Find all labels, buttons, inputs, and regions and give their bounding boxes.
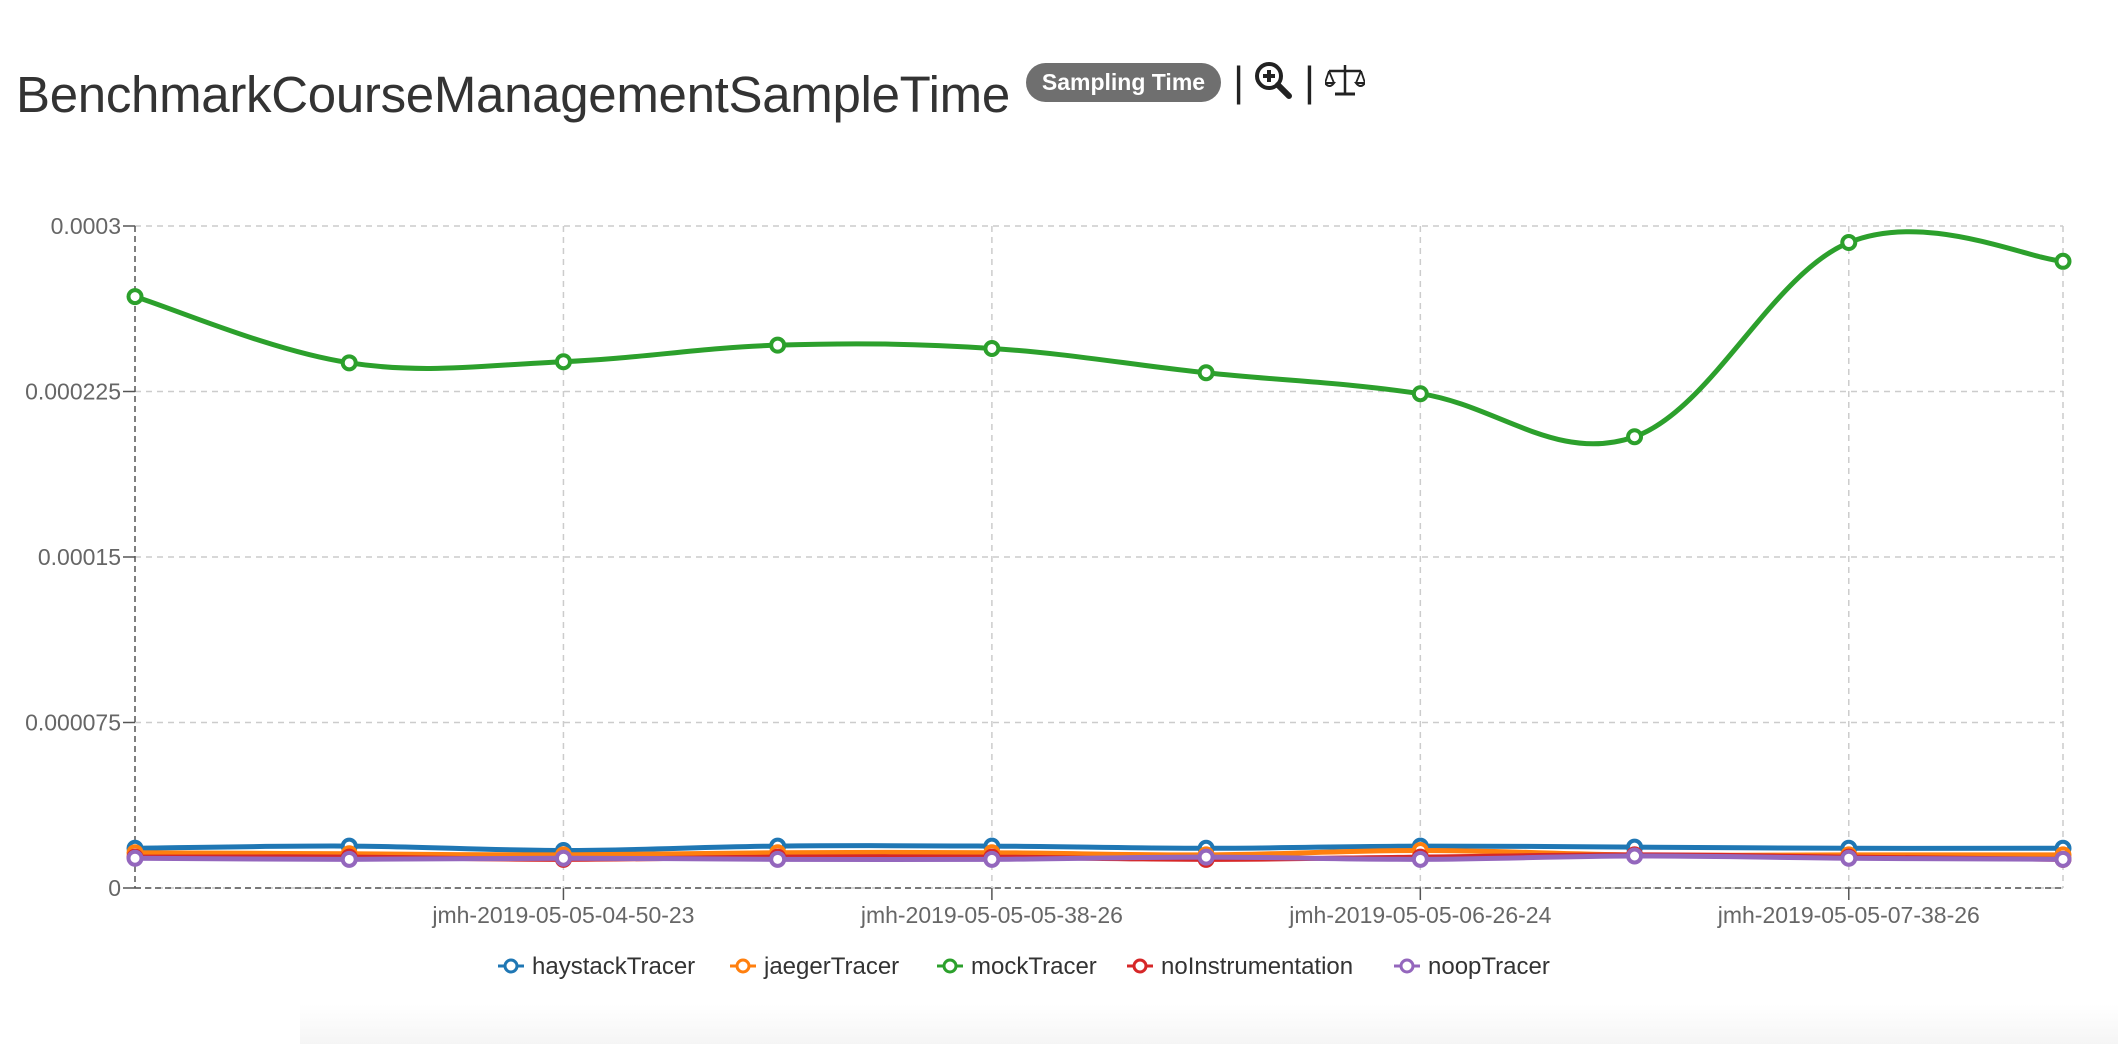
legend-label-haystacktracer: haystackTracer <box>532 953 695 980</box>
legend-marker-haystacktracer <box>503 958 519 974</box>
legend-marker-nooptracer <box>1399 958 1415 974</box>
legend-label-nooptracer: noopTracer <box>1428 953 1550 980</box>
zoom-in-icon[interactable] <box>1254 61 1292 104</box>
series-line-haystacktracer <box>134 843 2064 853</box>
separator: | <box>1303 58 1315 105</box>
legend-label-mocktracer: mockTracer <box>971 953 1097 980</box>
data-point-mocktracer <box>1411 385 1429 403</box>
y-tick-label: 0.00015 <box>38 544 121 570</box>
x-tick-label: jmh-2019-05-05-07-38-26 <box>1717 902 1980 928</box>
data-point-nooptracer <box>1197 848 1215 866</box>
legend-marker-mocktracer <box>942 958 958 974</box>
separator: | <box>1233 58 1244 105</box>
sampling-time-badge: Sampling Time <box>1025 62 1222 102</box>
data-point-mocktracer <box>983 339 1001 357</box>
y-tick-label: 0.000225 <box>25 379 121 405</box>
data-point-mocktracer <box>1626 428 1644 446</box>
data-point-nooptracer <box>1411 850 1429 868</box>
legend-label-noinstrumentation: noInstrumentation <box>1161 953 1353 980</box>
y-tick-label: 0.0003 <box>51 213 121 239</box>
data-point-mocktracer <box>1197 364 1215 382</box>
series-line-nooptracer <box>134 853 2064 863</box>
data-point-mocktracer <box>126 288 144 306</box>
bottom-fade <box>300 1004 2118 1044</box>
data-point-nooptracer <box>769 850 787 868</box>
chart-title: BenchmarkCourseManagementSampleTime <box>16 65 1010 123</box>
legend-marker-noinstrumentation <box>1132 958 1148 974</box>
data-point-mocktracer <box>769 336 787 354</box>
data-point-mocktracer <box>2054 252 2072 270</box>
balance-scale-icon[interactable] <box>1322 62 1367 103</box>
x-tick-label: jmh-2019-05-05-04-50-23 <box>431 902 694 928</box>
x-tick-label: jmh-2019-05-05-06-26-24 <box>1288 902 1551 928</box>
y-tick-label: 0.000075 <box>25 710 121 736</box>
data-point-nooptracer <box>340 850 358 868</box>
x-tick-label: jmh-2019-05-05-05-38-26 <box>860 902 1123 928</box>
data-point-nooptracer <box>2054 850 2072 868</box>
legend-label-jaegertracer: jaegerTracer <box>763 953 899 980</box>
data-point-mocktracer <box>340 354 358 372</box>
chart-header: BenchmarkCourseManagementSampleTime Samp… <box>16 56 1367 132</box>
data-point-nooptracer <box>983 850 1001 868</box>
legend-marker-jaegertracer <box>735 958 751 974</box>
data-point-mocktracer <box>1840 234 1858 252</box>
data-point-nooptracer <box>554 849 572 867</box>
data-point-nooptracer <box>1626 847 1644 865</box>
data-point-nooptracer <box>1840 849 1858 867</box>
series-line-mocktracer <box>134 229 2064 447</box>
y-tick-label: 0 <box>108 875 121 901</box>
data-point-mocktracer <box>554 353 572 371</box>
data-point-nooptracer <box>126 849 144 867</box>
